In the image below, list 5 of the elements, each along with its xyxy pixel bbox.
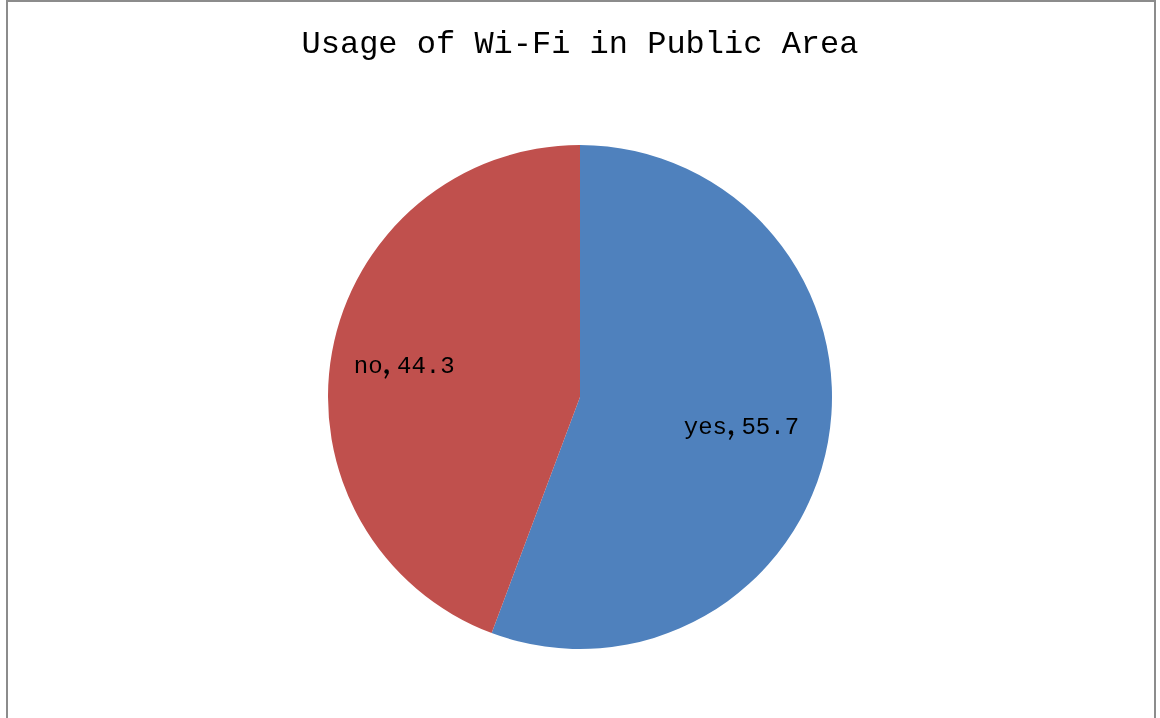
data-label: 44.3 (396, 352, 455, 380)
chart-title: Usage of Wi-Fi in Public Area (300, 26, 860, 63)
slice-label: yes (683, 413, 728, 441)
data-label: 55.7 (741, 413, 800, 441)
slice-label: no (353, 352, 383, 380)
